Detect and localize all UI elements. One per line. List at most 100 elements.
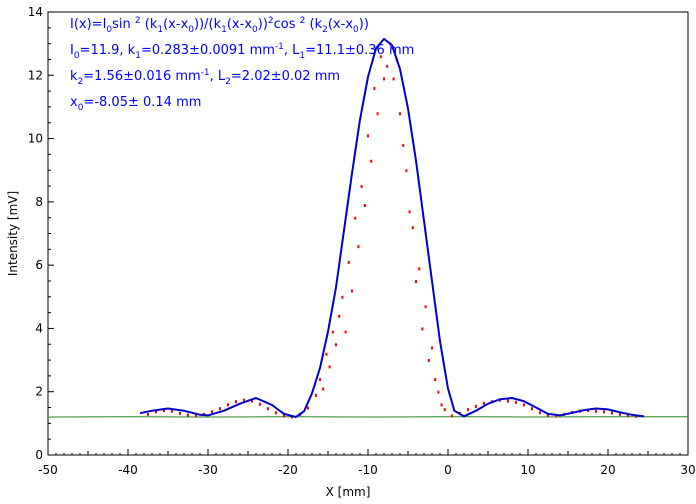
data-point <box>354 216 357 220</box>
y-tick-label: 10 <box>28 132 43 146</box>
data-point <box>379 55 382 59</box>
data-point <box>267 407 269 411</box>
data-point <box>595 409 597 413</box>
x-tick-label: -50 <box>38 463 58 477</box>
data-point <box>383 77 385 81</box>
data-point <box>187 413 189 417</box>
fit-formula: I(x)=I0sin 2 (k1(x-x0))/(k1(x-x0))2cos 2… <box>70 16 369 35</box>
data-point <box>424 305 427 309</box>
data-point <box>392 77 395 81</box>
data-point <box>370 159 373 163</box>
x-tick-label: 20 <box>600 463 615 477</box>
data-point <box>386 64 389 68</box>
y-tick-label: 6 <box>35 258 43 272</box>
y-tick-label: 0 <box>35 448 43 462</box>
x-tick-label: 10 <box>520 463 535 477</box>
data-point <box>235 400 237 404</box>
data-point <box>147 412 149 416</box>
data-point <box>363 204 366 208</box>
x-tick-label: 0 <box>444 463 452 477</box>
y-tick-label: 14 <box>28 5 43 19</box>
data-point <box>611 411 613 415</box>
data-point <box>523 403 525 407</box>
data-point <box>415 279 417 283</box>
data-point <box>335 343 337 347</box>
x-tick-label: -30 <box>198 463 218 477</box>
data-point <box>431 346 433 350</box>
data-point <box>507 399 509 403</box>
data-point <box>405 169 408 173</box>
data-point <box>619 412 621 416</box>
data-point <box>360 185 363 189</box>
data-point <box>344 330 347 334</box>
x-tick-label: -10 <box>358 463 378 477</box>
data-point <box>373 86 376 90</box>
axis-ticks <box>47 11 689 456</box>
y-tick-label: 8 <box>35 195 43 209</box>
data-point <box>347 260 350 264</box>
data-point <box>376 112 379 116</box>
data-point <box>179 411 181 415</box>
data-point <box>434 378 437 382</box>
data-point <box>319 378 321 382</box>
data-point <box>163 409 165 413</box>
data-point <box>367 134 369 138</box>
data-point <box>475 404 477 408</box>
data-point <box>443 408 446 412</box>
fit-params-line-1: I0=11.9, k1=0.283±0.0091 mm-1, L1=11.1±0… <box>70 42 414 61</box>
fit-annotation: I(x)=I0sin 2 (k1(x-x0))/(k1(x-x0))2cos 2… <box>70 16 414 113</box>
data-point <box>547 413 549 417</box>
data-point <box>341 295 344 299</box>
data-point <box>251 399 253 403</box>
data-point <box>357 245 360 249</box>
series-line <box>139 37 645 418</box>
data-point <box>211 410 213 414</box>
data-point <box>603 410 605 414</box>
data-point <box>275 411 277 415</box>
data-point <box>418 267 421 271</box>
fit-params-line-2: k2=1.56±0.016 mm-1, L2=2.02±0.02 mm <box>70 68 340 87</box>
fit-params-line-3: x0=-8.05± 0.14 mm <box>70 95 201 113</box>
data-point <box>467 408 469 412</box>
data-point <box>421 327 424 331</box>
data-point <box>325 352 328 356</box>
data-point <box>219 407 221 411</box>
y-tick-label: 12 <box>28 68 43 82</box>
y-tick-label: 4 <box>35 321 43 335</box>
data-point <box>437 390 440 394</box>
data-point <box>555 414 557 418</box>
data-point <box>307 406 309 410</box>
data-point <box>531 407 533 411</box>
data-point <box>451 414 453 418</box>
data-point <box>227 403 229 407</box>
x-tick-label: -20 <box>278 463 298 477</box>
data-point <box>259 402 261 406</box>
data-point <box>283 414 285 418</box>
x-tick-label: 30 <box>680 463 695 477</box>
data-point <box>627 414 629 418</box>
data-point <box>539 411 541 415</box>
tick-labels: -50 -40 -30 -20 -10 0 10 20 30 0 2 4 6 8 10 12 14 <box>28 5 696 477</box>
data-point <box>515 400 517 404</box>
data-point <box>328 365 331 369</box>
x-tick-label: -40 <box>118 463 138 477</box>
data-point <box>243 398 245 402</box>
y-tick-label: 2 <box>35 385 43 399</box>
y-axis-label: Intensity [mV] <box>6 191 20 276</box>
data-point <box>195 414 197 418</box>
data-point <box>331 330 334 334</box>
data-point <box>351 289 353 293</box>
data-point <box>483 401 485 405</box>
data-point <box>402 143 405 147</box>
data-point <box>171 409 173 413</box>
data-point <box>315 393 317 397</box>
data-point <box>440 403 443 407</box>
data-point <box>408 210 411 214</box>
data-point <box>411 226 414 230</box>
data-point <box>399 112 401 116</box>
data-point <box>338 314 341 318</box>
data-point <box>322 387 325 391</box>
data-point <box>427 359 430 363</box>
series-layer <box>47 37 688 419</box>
